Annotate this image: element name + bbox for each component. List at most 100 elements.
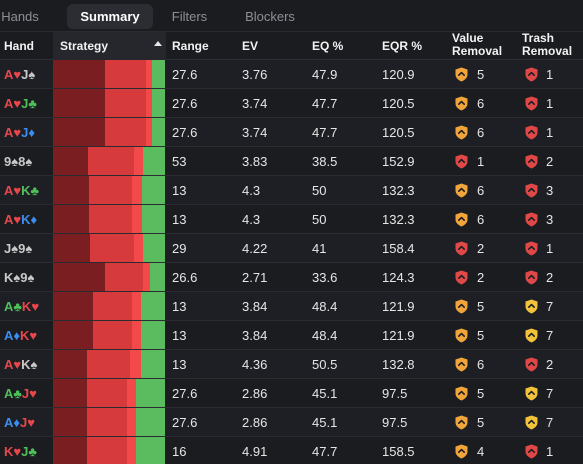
- table-row[interactable]: A♥J♦ 27.6 3.74 47.7 120.5 6 1: [0, 118, 583, 147]
- strategy-segment-dark: [53, 263, 105, 291]
- strategy-segment-dark: [53, 234, 90, 262]
- eq-value: 50: [312, 212, 327, 227]
- strategy-segment-dark: [53, 147, 88, 175]
- value-removal-value: 5: [477, 328, 485, 343]
- strategy-segment-green: [152, 118, 165, 146]
- strategy-segment-green: [143, 234, 165, 262]
- sort-ascending-icon[interactable]: [154, 41, 162, 46]
- ev-value: 3.84: [242, 328, 268, 343]
- card-rank: 9: [20, 270, 28, 285]
- column-header-eq[interactable]: EQ %: [312, 39, 344, 53]
- table-row[interactable]: A♥J♣ 27.6 3.74 47.7 120.5 6 1: [0, 89, 583, 118]
- table-row[interactable]: A♥K♠ 13 4.36 50.5 132.8 6 2: [0, 350, 583, 379]
- hand-cell: A♥J♠: [4, 67, 35, 82]
- strategy-bar: [53, 379, 165, 407]
- table-row[interactable]: A♥K♣ 13 4.3 50 132.3 6 3: [0, 176, 583, 205]
- value-removal-value: 5: [477, 415, 485, 430]
- column-header-strategy[interactable]: Strategy: [60, 39, 109, 53]
- ev-value: 2.86: [242, 386, 268, 401]
- eqr-value: 121.9: [382, 299, 415, 314]
- hand-cell: A♦J♥: [4, 415, 35, 430]
- strategy-bar: [53, 60, 165, 88]
- ev-value: 4.3: [242, 183, 261, 198]
- column-header-trash-removal[interactable]: Trash Removal: [522, 32, 572, 58]
- card-suit-icon: ♥: [13, 357, 22, 372]
- card-suit-icon: ♥: [29, 386, 37, 401]
- tab-filters[interactable]: Filters: [171, 9, 208, 24]
- tab-summary[interactable]: Summary: [67, 4, 153, 29]
- hand-cell: A♥K♦: [4, 212, 37, 227]
- eqr-value: 132.3: [382, 183, 415, 198]
- playing-card: 9♠: [4, 154, 18, 169]
- value-removal-value: 6: [477, 125, 485, 140]
- trash-removal-shield-icon: [525, 241, 538, 256]
- card-rank: J: [21, 67, 29, 82]
- hand-cell: K♠9♠: [4, 270, 34, 285]
- strategy-segment-dark: [53, 350, 87, 378]
- card-rank: K: [21, 357, 31, 372]
- column-header-trash-removal-line2: Removal: [522, 44, 573, 58]
- value-removal-shield-icon: [455, 328, 468, 343]
- strategy-segment-green: [150, 263, 165, 291]
- column-header-value-removal-line2: Removal: [452, 44, 503, 58]
- card-suit-icon: ♣: [30, 183, 40, 198]
- table-row[interactable]: A♣K♥ 13 3.84 48.4 121.9 5 7: [0, 292, 583, 321]
- tab-hands[interactable]: Hands: [1, 9, 39, 24]
- column-header-value-removal[interactable]: Value Removal: [452, 32, 502, 58]
- eqr-value: 132.8: [382, 357, 415, 372]
- card-rank: 9: [4, 154, 12, 169]
- card-rank: 8: [18, 154, 26, 169]
- table-row[interactable]: A♦J♥ 27.6 2.86 45.1 97.5 5 7: [0, 408, 583, 437]
- table-row[interactable]: J♠9♠ 29 4.22 41 158.4 2 1: [0, 234, 583, 263]
- card-suit-icon: ♥: [13, 125, 22, 140]
- card-suit-icon: ♦: [28, 125, 35, 140]
- card-rank: A: [4, 386, 14, 401]
- strategy-segment-dark: [53, 118, 105, 146]
- eq-value: 47.9: [312, 67, 338, 82]
- table-row[interactable]: A♦K♥ 13 3.84 48.4 121.9 5 7: [0, 321, 583, 350]
- table-row[interactable]: A♣J♥ 27.6 2.86 45.1 97.5 5 7: [0, 379, 583, 408]
- column-header-hand[interactable]: Hand: [4, 39, 34, 53]
- strategy-segment-green: [136, 408, 165, 436]
- strategy-segment-dark: [53, 408, 87, 436]
- strategy-segment-mid: [105, 118, 146, 146]
- card-rank: J: [21, 96, 29, 111]
- column-header-eqr[interactable]: EQR %: [382, 39, 423, 53]
- table-row[interactable]: K♥J♣ 16 4.91 47.7 158.5 4 1: [0, 437, 583, 464]
- trash-removal-shield-icon: [525, 67, 538, 82]
- value-removal-shield-icon: [455, 67, 468, 82]
- card-rank: A: [4, 357, 14, 372]
- tab-blockers[interactable]: Blockers: [245, 9, 295, 24]
- playing-card: 9♠: [20, 270, 34, 285]
- table-row[interactable]: K♠9♠ 26.6 2.71 33.6 124.3 2 2: [0, 263, 583, 292]
- value-removal-value: 6: [477, 183, 485, 198]
- eq-value: 48.4: [312, 328, 338, 343]
- card-rank: J: [21, 386, 30, 401]
- eqr-value: 158.5: [382, 444, 415, 459]
- hand-cell: A♣J♥: [4, 386, 37, 401]
- table-row[interactable]: 9♠8♠ 53 3.83 38.5 152.9 1 2: [0, 147, 583, 176]
- strategy-segment-mid: [90, 234, 134, 262]
- strategy-bar: [53, 176, 165, 204]
- value-removal-value: 1: [477, 154, 485, 169]
- playing-card: J♠: [21, 67, 35, 82]
- card-rank: K: [21, 183, 31, 198]
- value-removal-shield-icon: [455, 444, 468, 459]
- column-header-range[interactable]: Range: [172, 39, 209, 53]
- trash-removal-value: 7: [546, 415, 554, 430]
- column-header-strategy-cell[interactable]: Strategy: [53, 32, 166, 60]
- table-row[interactable]: A♥K♦ 13 4.3 50 132.3 6 3: [0, 205, 583, 234]
- playing-card: A♥: [4, 183, 21, 198]
- card-suit-icon: ♥: [13, 67, 22, 82]
- trash-removal-value: 3: [546, 183, 554, 198]
- value-removal-value: 5: [477, 299, 485, 314]
- range-value: 13: [172, 183, 187, 198]
- eq-value: 45.1: [312, 415, 338, 430]
- table-row[interactable]: A♥J♠ 27.6 3.76 47.9 120.9 5 1: [0, 60, 583, 89]
- value-removal-shield-icon: [455, 270, 468, 285]
- range-value: 27.6: [172, 67, 198, 82]
- ev-value: 3.84: [242, 299, 268, 314]
- ev-value: 4.91: [242, 444, 268, 459]
- strategy-segment-light: [127, 408, 136, 436]
- column-header-ev[interactable]: EV: [242, 39, 259, 53]
